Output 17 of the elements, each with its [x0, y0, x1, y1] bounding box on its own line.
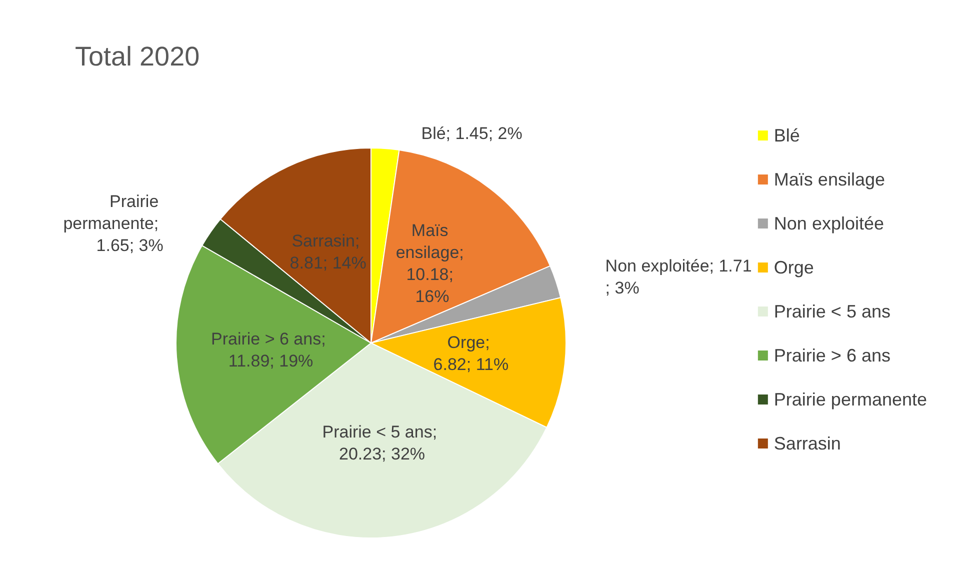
data-label: Sarrasin; 8.81; 14% [290, 232, 366, 273]
data-label: Maïs ensilage; 10.18; 16% [396, 220, 469, 306]
data-label: Prairie > 6 ans; 11.89; 19% [210, 330, 331, 371]
legend-label: Prairie < 5 ans [774, 302, 890, 322]
data-label: Prairie permanente; 1.65; 3% [63, 192, 164, 255]
legend-label: Sarrasin [774, 434, 841, 454]
legend-label: Blé [774, 126, 800, 146]
chart-title: Total 2020 [75, 42, 200, 72]
data-label: Non exploitée; 1.71; 3% [605, 256, 752, 298]
legend-label: Prairie > 6 ans [774, 346, 890, 366]
data-label: Blé; 1.45; 2% [421, 124, 522, 144]
legend-label: Prairie permanente [774, 390, 928, 410]
data-label: Orge; 6.82; 11% [433, 333, 509, 374]
legend-label: Maïs ensilage [774, 170, 885, 190]
data-label: Prairie < 5 ans; 20.23; 32% [322, 422, 442, 464]
legend-label: Non exploitée [774, 214, 884, 234]
legend-label: Orge [774, 258, 814, 278]
